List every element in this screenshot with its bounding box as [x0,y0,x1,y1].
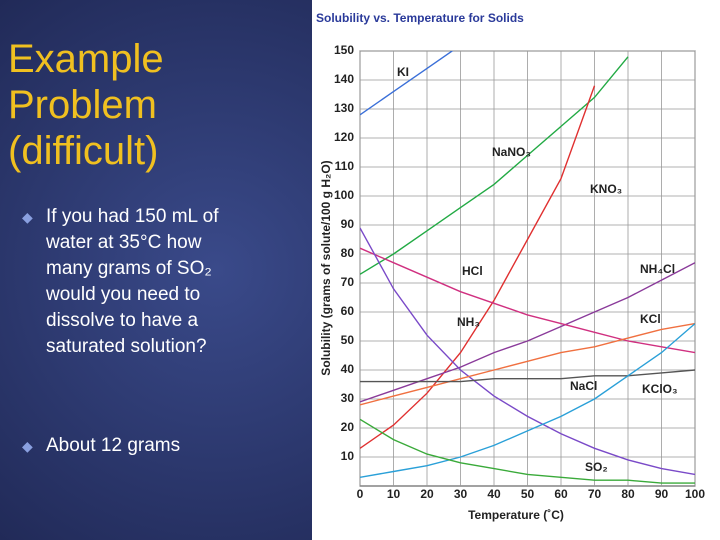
title-line: Problem [8,83,157,127]
y-tick-label: 100 [334,188,354,202]
y-axis-label: Solubility (grams of solute/100 g H₂O) [319,160,333,375]
series-label: SO₂ [585,460,608,474]
series-line [360,247,695,354]
plot-lines [360,51,695,484]
series-label: NaNO₃ [492,145,531,159]
x-tick-label: 50 [521,487,535,501]
x-tick-label: 70 [588,487,602,501]
bullet: About 12 grams [22,433,222,459]
x-tick-label: 80 [621,487,635,501]
y-tick-label: 90 [341,217,355,231]
series-label: HCl [462,264,483,278]
y-tick-label: 10 [341,449,355,463]
y-tick-label: 50 [341,333,355,347]
slide-title: Example Problem (difficult) [8,36,164,174]
series-line [360,323,695,478]
title-line: Example [8,37,164,81]
y-tick-label: 140 [334,72,354,86]
x-tick-label: 10 [387,487,401,501]
x-tick-label: 60 [554,487,568,501]
x-tick-label: 20 [420,487,434,501]
series-line [360,51,454,116]
y-tick-label: 120 [334,130,354,144]
x-tick-label: 90 [655,487,669,501]
bullet-text: About 12 grams [46,435,181,456]
series-label: KClO₃ [642,382,678,396]
series-line [360,262,695,403]
series-label: KCl [640,312,661,326]
bullet-text: If you had 150 mL of water at 35°C how m… [46,206,219,357]
series-line [360,322,695,406]
x-tick-label: 0 [357,487,364,501]
series-line [360,227,695,476]
series-line [360,56,629,275]
chart-title: Solubility vs. Temperature for Solids [316,11,524,25]
series-label: NaCl [570,379,597,393]
y-tick-label: 130 [334,101,354,115]
y-tick-label: 70 [341,275,355,289]
x-axis-label: Temperature (˚C) [468,508,564,522]
series-label: NH₃ [457,315,480,329]
x-tick-label: 40 [487,487,501,501]
y-tick-label: 60 [341,304,355,318]
series-line [360,418,695,484]
y-tick-label: 20 [341,420,355,434]
y-tick-label: 30 [341,391,355,405]
series-line [360,369,695,383]
chart: Solubility vs. Temperature for Solids Te… [312,0,720,540]
y-tick-label: 110 [335,159,355,173]
series-line [360,85,596,449]
series-label: KNO₃ [590,182,622,196]
x-tick-label: 30 [454,487,468,501]
title-line: (difficult) [8,129,159,173]
y-tick-label: 40 [341,362,355,376]
y-tick-label: 80 [341,246,355,260]
series-label: KI [397,65,409,79]
bullet: If you had 150 mL of water at 35°C how m… [22,204,222,360]
y-tick-label: 150 [334,43,354,57]
series-label: NH₄Cl [640,262,675,276]
x-tick-label: 100 [685,487,705,501]
